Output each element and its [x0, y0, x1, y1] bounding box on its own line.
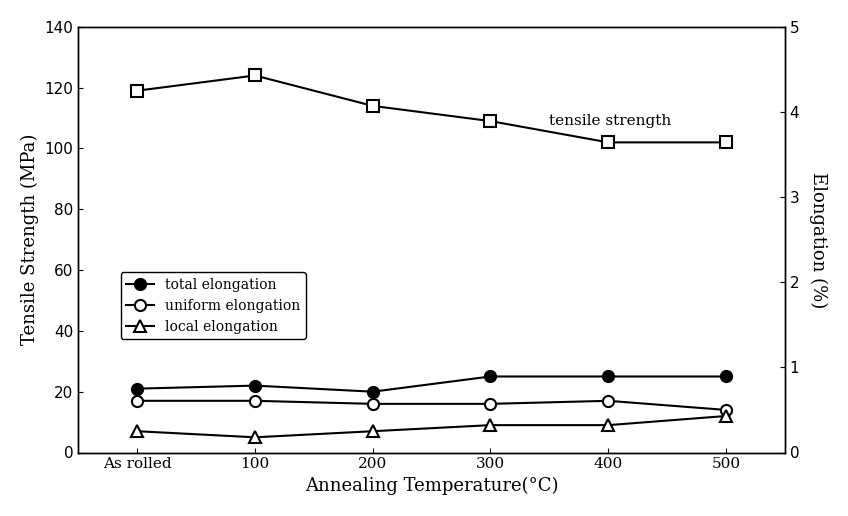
total elongation: [603, 374, 613, 380]
Y-axis label: Tensile Strength (MPa): Tensile Strength (MPa): [21, 134, 39, 345]
total elongation: [250, 382, 260, 389]
uniform elongation: [603, 398, 613, 404]
X-axis label: Annealing Temperature(°C): Annealing Temperature(°C): [304, 477, 558, 495]
local elongation: [485, 422, 495, 428]
total elongation: [721, 374, 731, 380]
uniform elongation: [368, 401, 378, 407]
Line: uniform elongation: uniform elongation: [131, 395, 732, 415]
uniform elongation: [250, 398, 260, 404]
local elongation: [132, 428, 142, 434]
local elongation: [368, 428, 378, 434]
local elongation: [603, 422, 613, 428]
total elongation: [368, 389, 378, 395]
local elongation: [721, 413, 731, 419]
uniform elongation: [485, 401, 495, 407]
Line: local elongation: local elongation: [131, 410, 732, 443]
Y-axis label: Elongation (%): Elongation (%): [809, 171, 827, 308]
uniform elongation: [721, 407, 731, 413]
local elongation: [250, 434, 260, 440]
total elongation: [485, 374, 495, 380]
uniform elongation: [132, 398, 142, 404]
Legend: total elongation, uniform elongation, local elongation: total elongation, uniform elongation, lo…: [120, 272, 306, 339]
total elongation: [132, 385, 142, 392]
Line: total elongation: total elongation: [131, 371, 732, 397]
Text: tensile strength: tensile strength: [550, 114, 672, 128]
